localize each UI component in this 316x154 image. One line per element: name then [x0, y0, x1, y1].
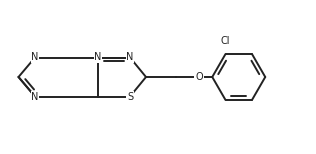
Text: O: O: [195, 72, 203, 82]
Text: Cl: Cl: [221, 36, 230, 46]
Text: S: S: [127, 91, 133, 101]
Text: N: N: [31, 53, 39, 63]
Text: N: N: [94, 53, 102, 63]
Text: N: N: [126, 53, 134, 63]
Text: N: N: [31, 91, 39, 101]
